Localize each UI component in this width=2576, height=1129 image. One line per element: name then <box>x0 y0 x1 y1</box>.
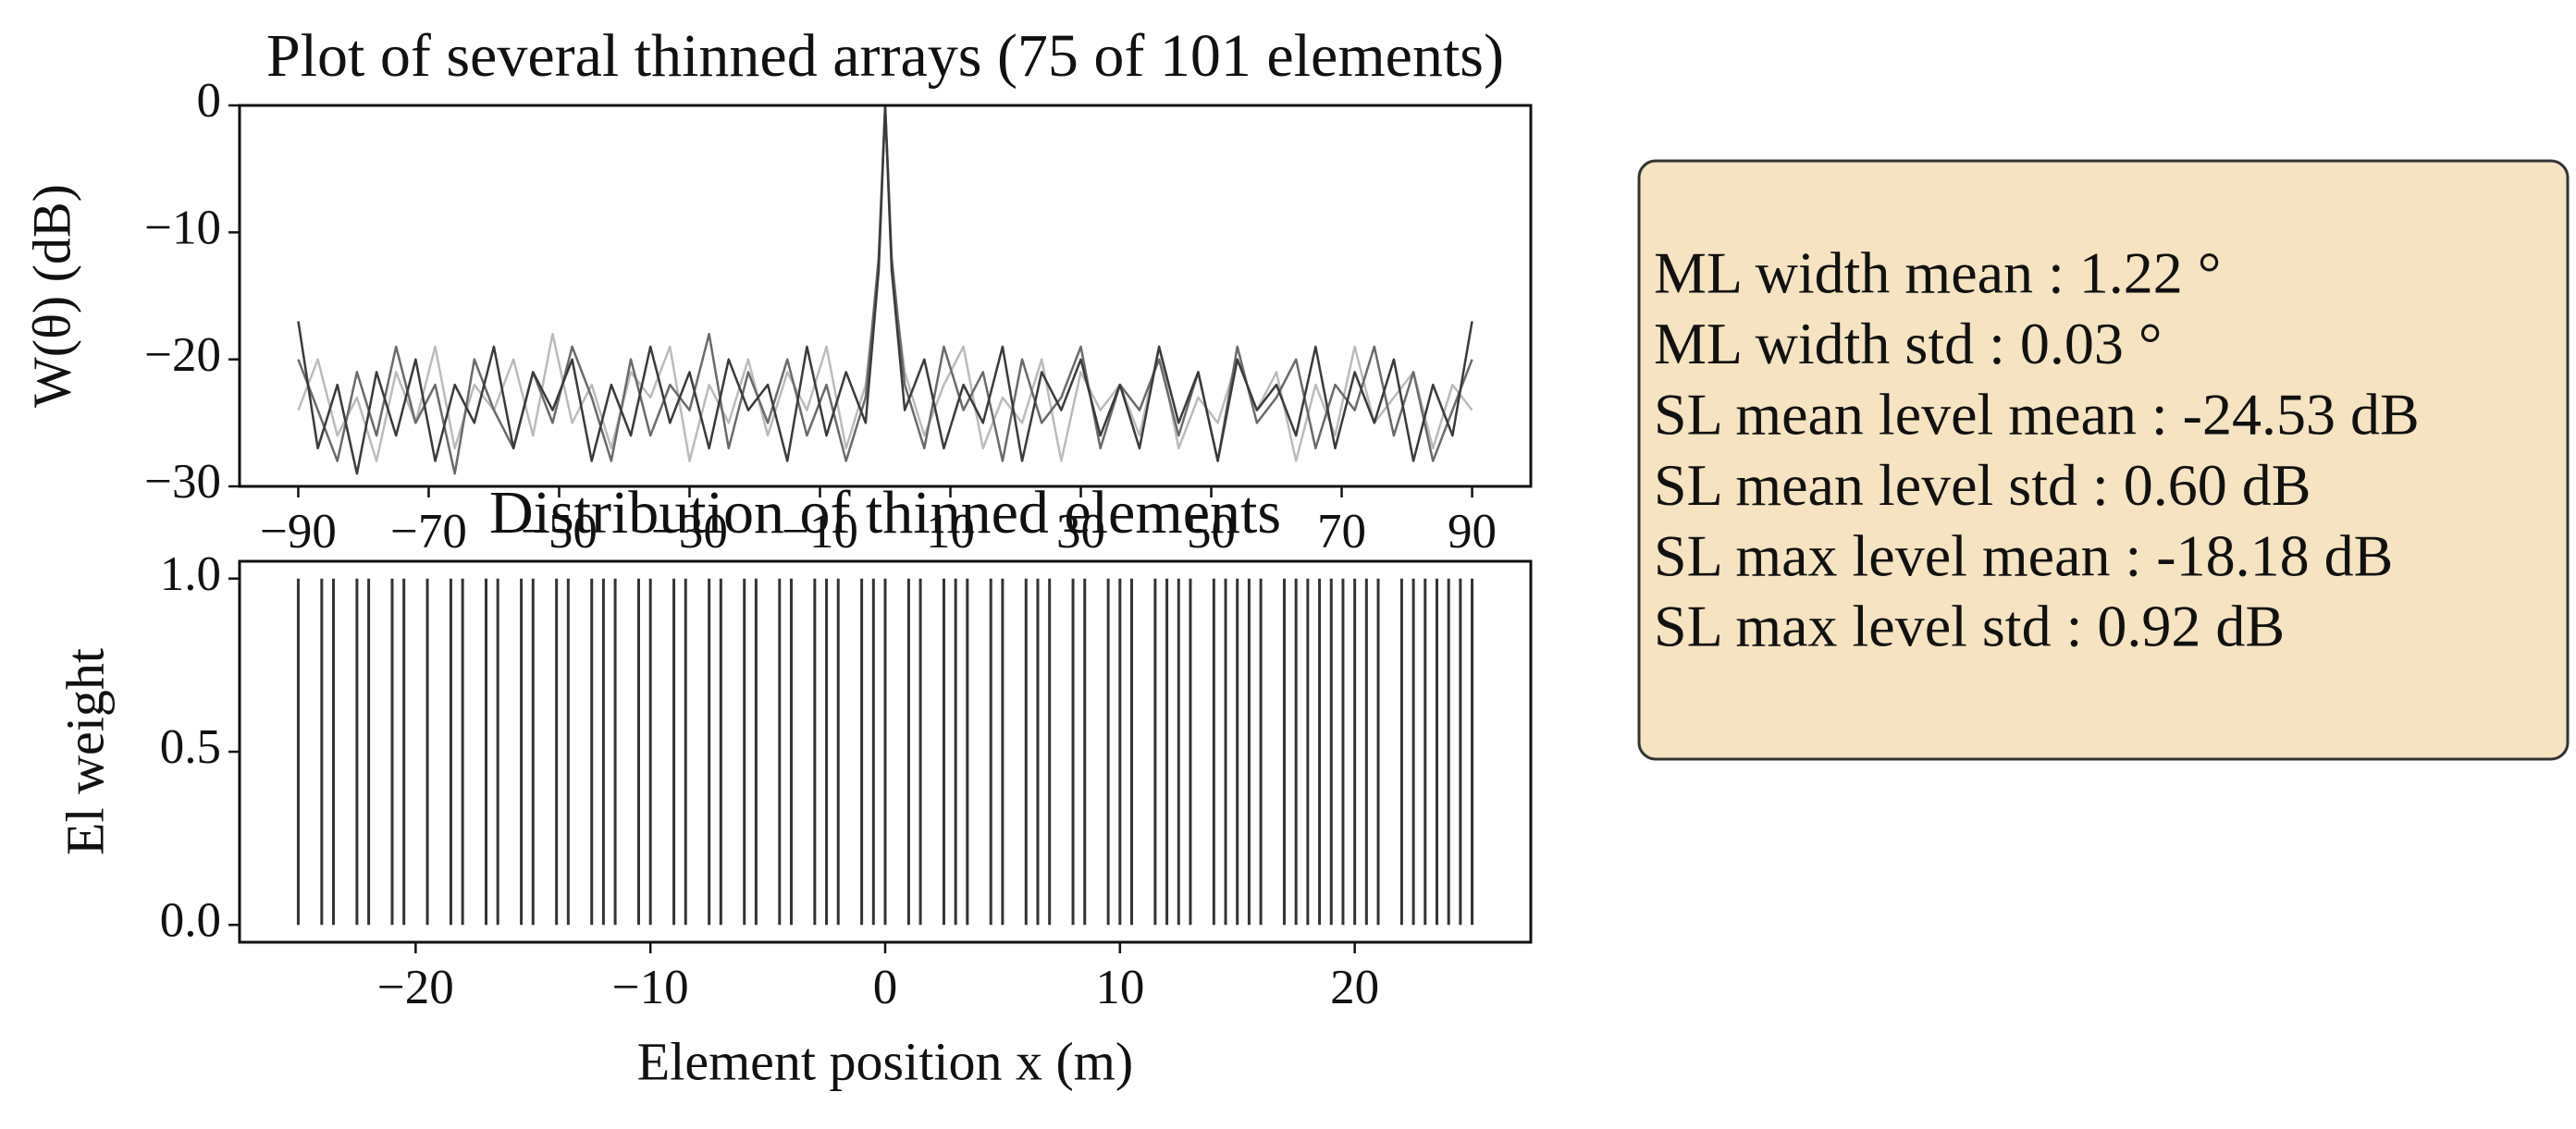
x-tick-label: −30 <box>651 505 728 558</box>
y-axis-label: El weight <box>55 648 115 855</box>
axes-frame <box>238 104 1533 488</box>
y-tick-label: −10 <box>144 201 221 254</box>
y-tick-label: −30 <box>144 455 221 509</box>
stats-box <box>1637 159 2570 761</box>
x-tick-label: −50 <box>521 505 598 558</box>
y-tick-label: 1.0 <box>160 547 221 601</box>
stats-line: SL max level mean : -18.18 dB <box>1654 522 2393 588</box>
y-axis-label: W(θ) (dB) <box>21 184 81 408</box>
x-tick-label: 10 <box>926 505 975 558</box>
x-tick-label: 30 <box>1056 505 1105 558</box>
pattern-line <box>297 104 1473 462</box>
x-tick-label: −10 <box>612 961 689 1014</box>
y-tick-label: 0 <box>197 74 222 128</box>
x-tick-label: −10 <box>782 505 858 558</box>
x-axis-label: Element position x (m) <box>637 1031 1133 1091</box>
x-tick-label: −20 <box>377 961 454 1014</box>
x-tick-label: 10 <box>1095 961 1144 1014</box>
y-tick-label: −20 <box>144 328 221 382</box>
stats-line: SL mean level mean : -24.53 dB <box>1654 381 2420 447</box>
axes-title: Distribution of thinned elements <box>489 479 1281 546</box>
y-tick-label: 0.5 <box>160 720 221 774</box>
x-tick-label: −90 <box>260 505 337 558</box>
x-tick-label: 20 <box>1330 961 1379 1014</box>
y-tick-label: 0.0 <box>160 893 221 947</box>
x-tick-label: 50 <box>1187 505 1236 558</box>
axes-title: Plot of several thinned arrays (75 of 10… <box>266 22 1504 90</box>
x-tick-label: 70 <box>1317 505 1366 558</box>
stats-line: ML width mean : 1.22 ° <box>1654 240 2221 306</box>
pattern-line <box>297 104 1473 475</box>
x-tick-label: −70 <box>390 505 467 558</box>
stats-line: SL max level std : 0.92 dB <box>1654 594 2285 659</box>
x-tick-label: 0 <box>873 961 898 1014</box>
x-tick-label: 90 <box>1448 505 1497 558</box>
stats-line: ML width std : 0.03 ° <box>1654 311 2162 376</box>
stats-line: SL mean level std : 0.60 dB <box>1654 452 2311 518</box>
